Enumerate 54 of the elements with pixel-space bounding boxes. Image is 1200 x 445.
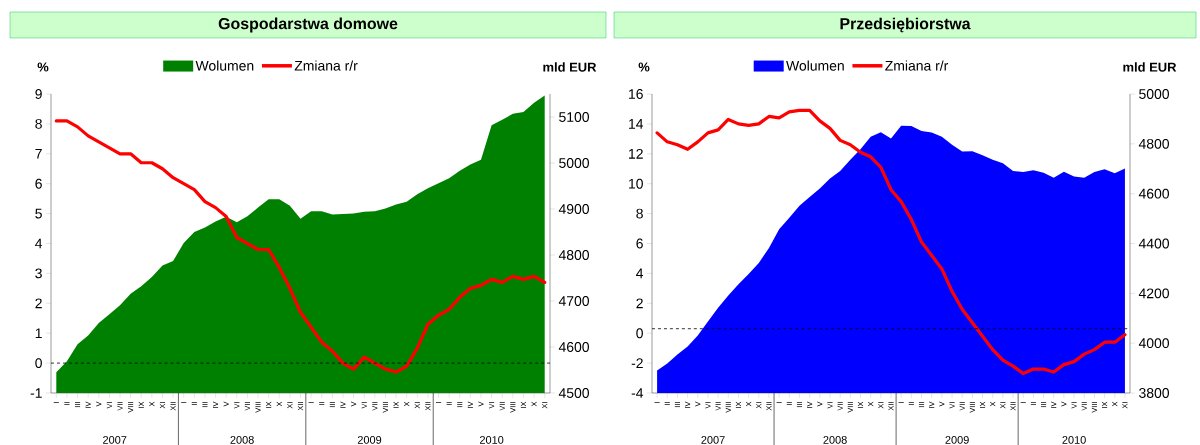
y2-tick-label: 4600 [558,342,590,352]
y2-tick-label: 4200 [1138,288,1170,299]
y-tick-label: 6 [636,238,643,249]
y-axis-title: % [638,62,650,72]
y-tick-label: 4 [636,268,644,279]
y-tick-label: 3 [35,268,42,279]
y-tick-label: 1 [35,328,42,338]
y2-tick-label: 3800 [1139,388,1170,398]
y-tick-label: 8 [35,118,42,129]
chart-title: Gospodarstwa domowe [218,17,398,33]
y2-tick-label: 4000 [1138,338,1170,349]
y-tick-label: 12 [629,148,643,159]
text: 2008 [823,436,847,444]
y-axis-title: % [37,62,49,72]
y2-tick-label: 4800 [1138,138,1170,149]
y2-tick-label: 5000 [559,158,590,168]
y2-tick-label: 5000 [1139,89,1170,99]
legend-label: Wolumen [786,60,844,71]
y-tick-label: 9 [35,89,42,99]
y-tick-label: 8 [636,208,643,219]
y-tick-label: 5 [35,208,42,219]
y-tick-label: 6 [35,178,42,189]
y-tick-label: 0 [35,358,42,369]
y-tick-label: -2 [631,358,643,368]
y2-axis-title: mld EUR [543,62,597,72]
y-tick-label: 4 [35,238,43,249]
y-tick-label: 0 [636,328,643,339]
legend-label: Zmiana r/r [885,60,949,71]
y2-tick-label: 4800 [558,250,590,260]
y-tick-label: 7 [35,149,42,159]
text: 2007 [103,436,127,444]
text: 2010 [1062,436,1086,444]
y-tick-label: 2 [636,298,643,309]
y2-tick-label: 4600 [1138,188,1170,199]
legend-label: Wolumen [195,60,254,71]
y2-tick-label: 4700 [558,296,590,306]
text: 2009 [357,436,382,444]
y2-tick-label: 4500 [558,388,590,398]
y-tick-label: 10 [629,178,643,189]
text: 2010 [479,436,504,444]
y-tick-label: 16 [629,89,643,99]
y-tick-label: 14 [629,119,644,129]
chart-title: Przedsiębiorstwa [840,17,971,33]
text: 2007 [701,436,725,444]
y2-tick-label: 4900 [558,204,590,214]
y2-tick-label: 4400 [1138,238,1170,249]
y-tick-label: -4 [631,388,644,398]
legend-label: Zmiana r/r [294,60,358,71]
y-tick-label: 2 [35,298,42,309]
text: 2008 [230,436,254,444]
y2-axis-title: mld EUR [1123,62,1177,72]
y2-tick-label: 5100 [559,112,590,122]
y-tick-label: -1 [30,388,42,398]
text: 2009 [945,436,969,444]
